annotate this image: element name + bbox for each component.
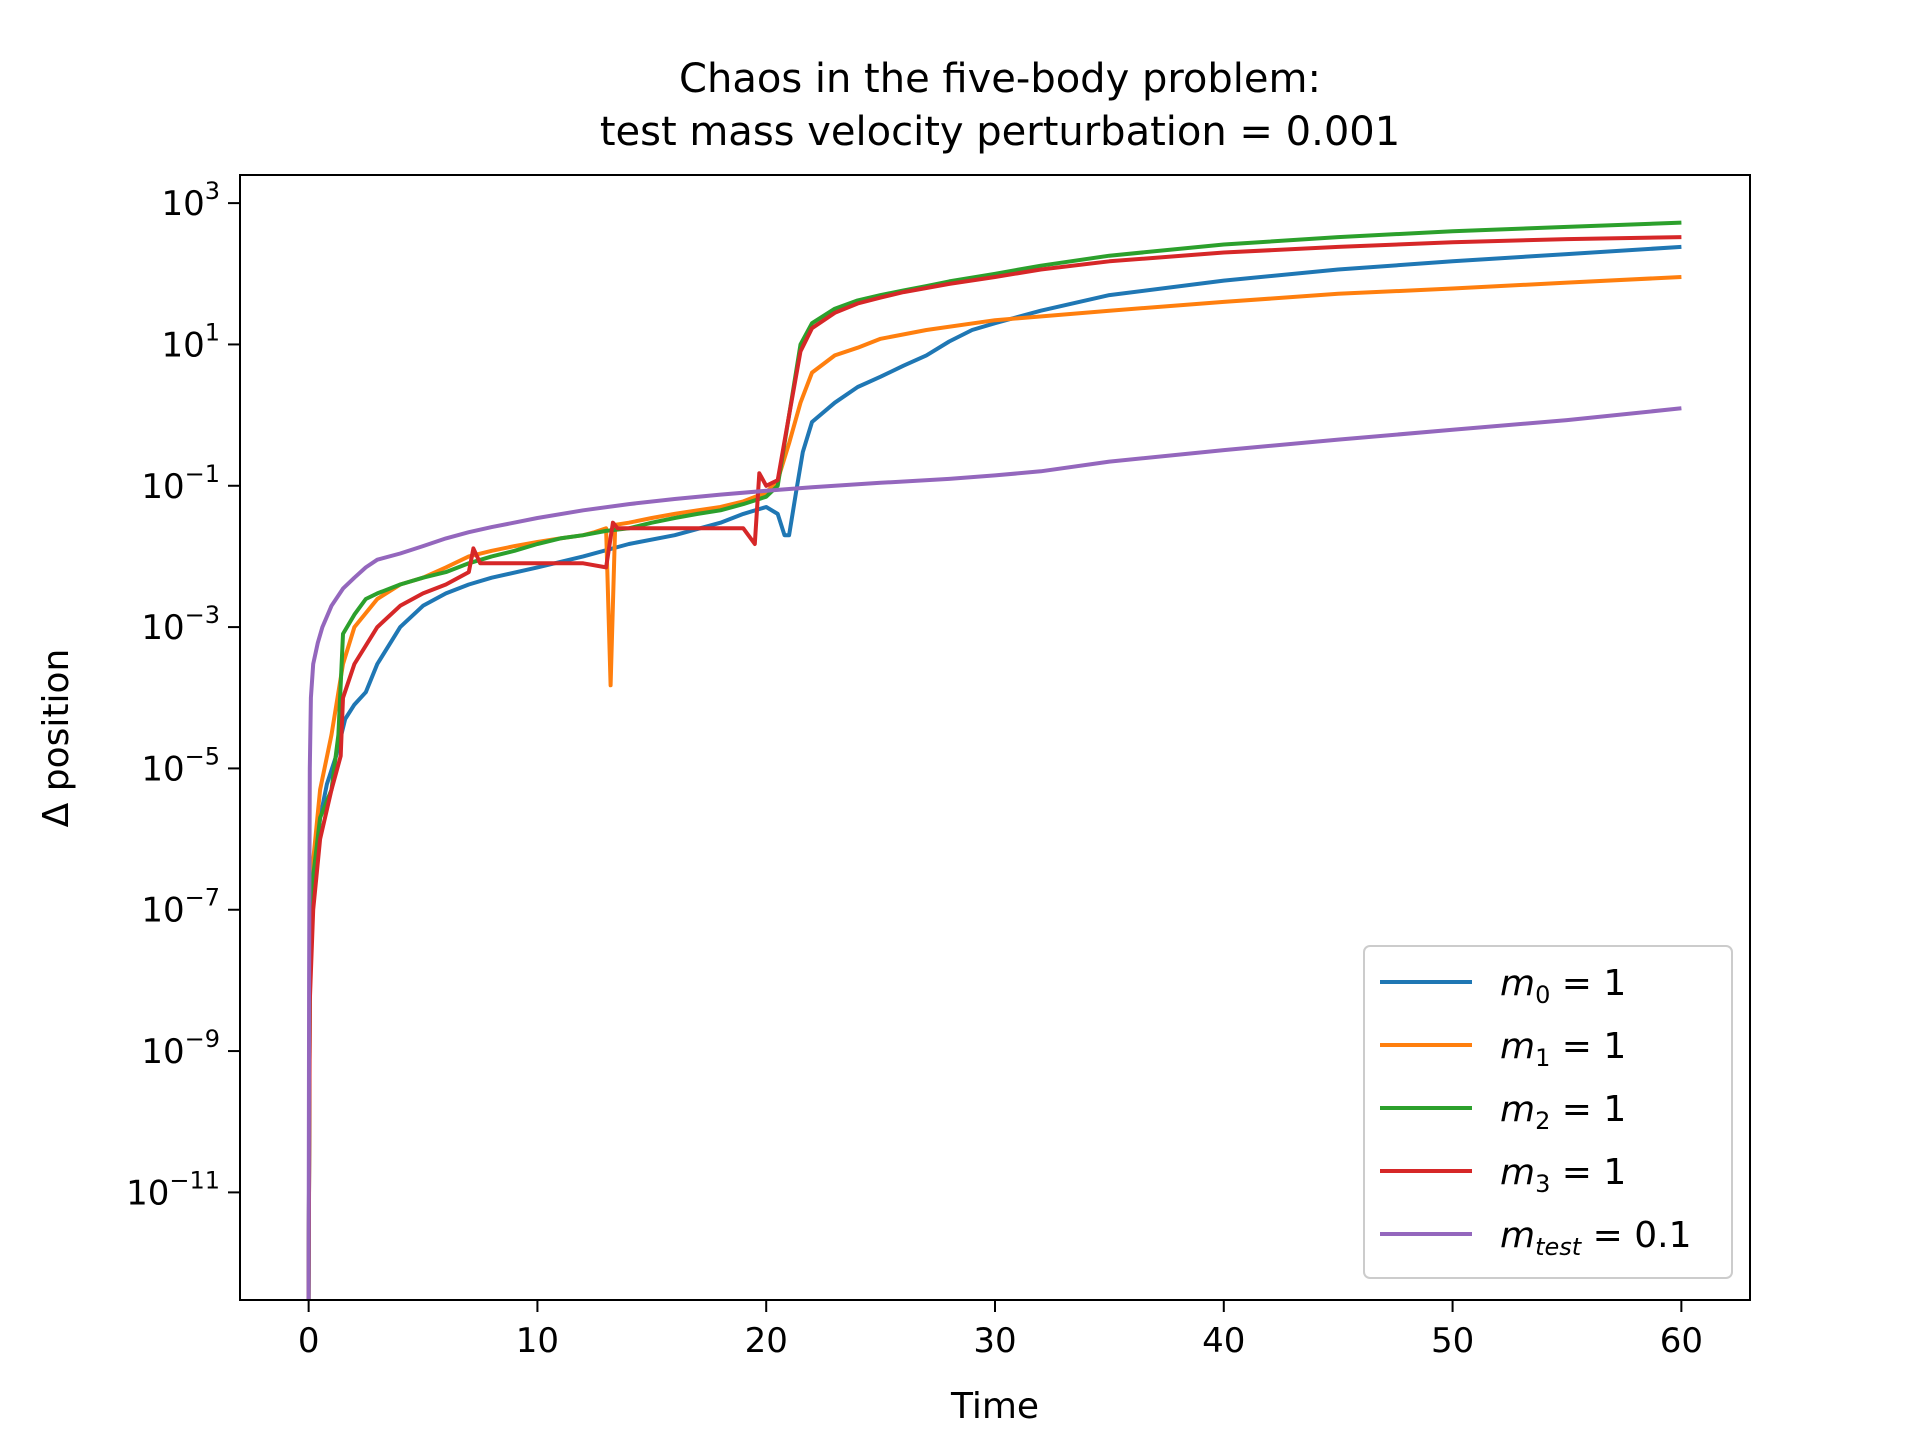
series-line-1 bbox=[306, 275, 1682, 1300]
series-line-4 bbox=[306, 406, 1682, 1300]
x-axis: 0 10 20 30 40 50 60 bbox=[298, 1300, 1703, 1361]
x-tick-label: 50 bbox=[1431, 1321, 1474, 1361]
chart-title-line1: Chaos in the five-body problem: bbox=[679, 56, 1321, 102]
x-tick-label: 30 bbox=[973, 1321, 1016, 1361]
chart-title-line2: test mass velocity perturbation = 0.001 bbox=[600, 109, 1400, 155]
y-tick-label: 10−7 bbox=[141, 884, 220, 931]
legend-label-1: m1 = 1 bbox=[1500, 1026, 1626, 1072]
legend-label-4: mtest = 0.1 bbox=[1500, 1215, 1691, 1261]
y-tick-label: 10−3 bbox=[141, 601, 220, 648]
x-tick-label: 10 bbox=[516, 1321, 559, 1361]
y-axis: 10−11 10−9 10−7 10−5 10−3 10−1 101 103 bbox=[126, 177, 240, 1213]
legend-box bbox=[1363, 945, 1733, 1279]
y-tick-label: 10−9 bbox=[141, 1025, 220, 1072]
y-tick-label: 10−5 bbox=[141, 742, 220, 789]
x-tick-label: 60 bbox=[1660, 1321, 1703, 1361]
legend: m0 = 1 m1 = 1 m2 = 1 m3 = 1 mtest = 0.1 bbox=[1363, 945, 1733, 1279]
series-line-2 bbox=[306, 220, 1682, 1300]
x-tick-label: 40 bbox=[1202, 1321, 1245, 1361]
y-axis-label: Δ position bbox=[36, 649, 77, 828]
series-line-0 bbox=[306, 244, 1682, 1300]
x-tick-label: 0 bbox=[298, 1321, 320, 1361]
series-line-3 bbox=[306, 235, 1682, 1300]
y-tick-label: 10−11 bbox=[126, 1166, 220, 1213]
y-tick-label: 101 bbox=[161, 318, 220, 365]
legend-label-2: m2 = 1 bbox=[1500, 1089, 1626, 1135]
legend-label-3: m3 = 1 bbox=[1500, 1152, 1626, 1198]
x-tick-label: 20 bbox=[745, 1321, 788, 1361]
y-tick-label: 103 bbox=[161, 177, 220, 224]
legend-label-0: m0 = 1 bbox=[1500, 963, 1626, 1009]
y-tick-label: 10−1 bbox=[141, 460, 220, 507]
x-axis-label: Time bbox=[950, 1386, 1039, 1427]
series-layer bbox=[306, 220, 1682, 1300]
